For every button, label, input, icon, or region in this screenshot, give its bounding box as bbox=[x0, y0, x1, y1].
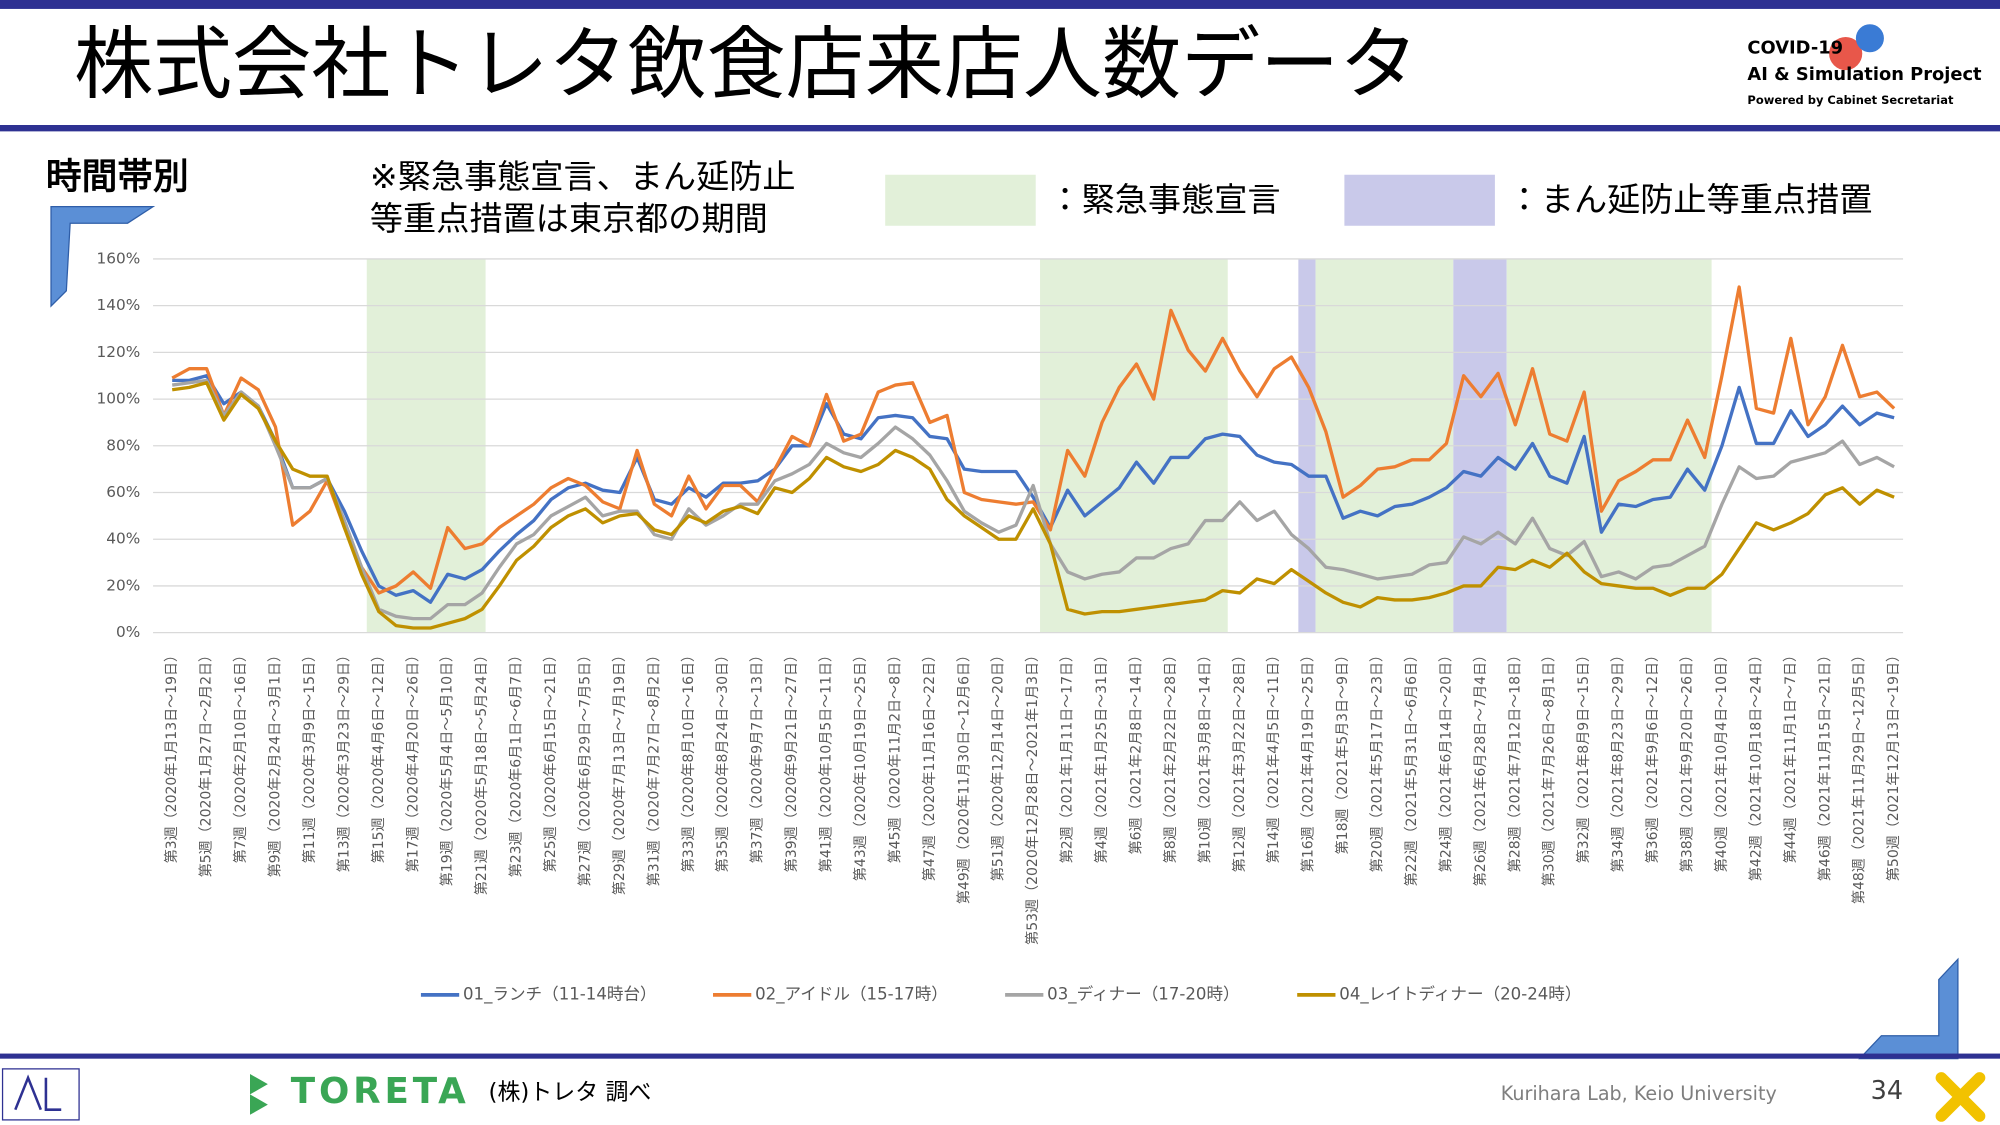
x-tick-label: 第23週（2020年6月1日～6月7日） bbox=[508, 648, 525, 877]
x-tick-label: 第43週（2020年10月19日～25日） bbox=[852, 648, 869, 881]
toreta-icon bbox=[250, 1073, 268, 1115]
corner-deco bbox=[1858, 957, 1959, 1060]
logo-text: AI & Simulation Project bbox=[1747, 64, 1982, 85]
x-tick-label: 第17週（2020年4月20日～26日） bbox=[404, 648, 421, 872]
logo-dot bbox=[1829, 36, 1863, 71]
x-tick-label: 第34週（2021年8月23日～29日） bbox=[1610, 648, 1627, 872]
page-number: 34 bbox=[1871, 1076, 1903, 1106]
x-tick-label: 第37週（2020年9月7日～13日） bbox=[749, 648, 766, 863]
chart: 0% 20% 40% 60% 80% 100% 120% 140% 160% 第3週（2020年1… bbox=[97, 249, 1904, 1004]
x-tick-label: 第32週（2021年8月9日～15日） bbox=[1575, 648, 1592, 863]
x-tick-label: 第15週（2020年4月6日～12日） bbox=[370, 648, 387, 863]
x-tick-label: 第33週（2020年8月10日～16日） bbox=[680, 648, 697, 872]
band-legend-label: ：緊急事態宣言 bbox=[1048, 180, 1280, 219]
source: (株)トレタ 調べ bbox=[489, 1080, 652, 1106]
logo-text: COVID-19 bbox=[1747, 37, 1843, 58]
x-tick-label: 第30週（2021年7月26日～8月1日） bbox=[1541, 648, 1558, 886]
x-tick-label: 第49週（2020年11月30日～12月6日） bbox=[955, 648, 972, 904]
x-tick-label: 第19週（2020年5月4日～5月10日） bbox=[439, 648, 456, 886]
series-line bbox=[172, 374, 1895, 604]
x-tick-label: 第51週（2020年12月14日～20日） bbox=[990, 648, 1007, 881]
note: 等重点措置は東京都の期間 bbox=[370, 199, 768, 238]
x-tick-label: 第6週（2021年2月8日～14日） bbox=[1127, 648, 1144, 854]
x-icon bbox=[1935, 1072, 1986, 1122]
x-tick-label: 第16週（2021年4月19日～25日） bbox=[1300, 648, 1317, 872]
x-tick-label: 第20週（2021年5月17日～23日） bbox=[1369, 648, 1386, 872]
x-tick-label: 第40週（2021年10月4日～10日） bbox=[1713, 648, 1730, 872]
band-legend-label: ：まん延防止等重点措置 bbox=[1508, 180, 1873, 219]
x-tick-label: 第10週（2021年3月8日～14日） bbox=[1196, 648, 1213, 863]
x-tick-label: 第12週（2021年3月22日～28日） bbox=[1231, 648, 1248, 872]
legend-label: 02_アイドル（15-17時） bbox=[755, 984, 948, 1004]
footer-rule bbox=[0, 1053, 2000, 1059]
title-rule bbox=[0, 125, 2000, 132]
x-tick-label: 第3週（2020年1月13日～19日） bbox=[163, 648, 180, 863]
legend-label: 03_ディナー（17-20時） bbox=[1047, 983, 1239, 1004]
footer-icon bbox=[14, 1074, 62, 1111]
subtitle: 時間帯別 bbox=[46, 157, 189, 198]
x-tick-label: 第38週（2021年9月20日～26日） bbox=[1679, 648, 1696, 872]
y-tick-label: 20% bbox=[106, 576, 140, 594]
x-tick-label: 第41週（2020年10月5日～11日） bbox=[818, 648, 835, 872]
x-tick-label: 第39週（2020年9月21日～27日） bbox=[783, 648, 800, 872]
x-tick-label: 第42週（2021年10月18日～24日） bbox=[1747, 648, 1764, 881]
x-tick-label: 第9週（2020年2月24日～3月1日） bbox=[267, 648, 284, 877]
x-tick-label: 第44週（2021年11月1日～7日） bbox=[1782, 648, 1799, 863]
note: ※緊急事態宣言、まん延防止 bbox=[370, 157, 796, 196]
band-legend-swatch bbox=[1344, 174, 1495, 226]
x-tick-label: 第18週（2021年5月3日～9日） bbox=[1334, 648, 1351, 854]
x-tick-label: 第8週（2021年2月22日～28日） bbox=[1162, 648, 1179, 863]
x-tick-label: 第4週（2021年1月25日～31日） bbox=[1093, 648, 1110, 863]
x-tick-label: 第24週（2021年6月14日～20日） bbox=[1437, 648, 1454, 872]
y-tick-label: 60% bbox=[106, 483, 140, 501]
x-tick-label: 第31週（2020年7月27日～8月2日） bbox=[645, 648, 662, 886]
y-tick-label: 80% bbox=[106, 436, 140, 454]
y-tick-label: 100% bbox=[97, 390, 141, 408]
series-line bbox=[171, 285, 1896, 595]
x-tick-label: 第36週（2021年9月6日～12日） bbox=[1644, 648, 1661, 863]
x-tick-label: 第25週（2020年6月15日～21日） bbox=[542, 648, 559, 872]
x-tick-label: 第47週（2020年11月16日～22日） bbox=[921, 648, 938, 881]
legend-label: 01_ランチ（11-14時台） bbox=[463, 984, 657, 1004]
x-tick-label: 第13週（2020年3月23日～29日） bbox=[335, 648, 352, 872]
x-tick-label: 第27週（2020年6月29日～7月5日） bbox=[576, 648, 593, 886]
y-tick-label: 160% bbox=[97, 249, 141, 267]
y-tick-label: 40% bbox=[106, 530, 140, 548]
x-tick-label: 第53週（2020年12月28日～2021年1月3日） bbox=[1024, 648, 1041, 945]
x-tick-label: 第45週（2020年11月2日～8日） bbox=[886, 648, 903, 863]
footer-icon bbox=[1, 1068, 80, 1121]
corner-deco bbox=[50, 205, 156, 308]
series-line bbox=[171, 378, 1895, 621]
lab: Kurihara Lab, Keio University bbox=[1501, 1082, 1777, 1105]
x-tick-label: 第48週（2021年11月29日～12月5日） bbox=[1851, 648, 1868, 904]
x-tick-label: 第11週（2020年3月9日～15日） bbox=[301, 648, 318, 863]
logo-text: Powered by Cabinet Secretariat bbox=[1747, 93, 1954, 107]
x-tick-label: 第26週（2021年6月28日～7月4日） bbox=[1472, 648, 1489, 886]
logo-dot bbox=[1855, 24, 1884, 53]
x-tick-label: 第5週（2020年1月27日～2月2日） bbox=[198, 648, 215, 877]
title: 株式会社トレタ飲食店来店人数データ bbox=[74, 19, 1418, 111]
x-tick-label: 第21週（2020年5月18日～5月24日） bbox=[473, 648, 490, 895]
x-tick-label: 第46週（2021年11月15日～21日） bbox=[1816, 648, 1833, 881]
x-tick-label: 第28週（2021年7月12日～18日） bbox=[1506, 648, 1523, 872]
x-tick-label: 第29週（2020年7月13日～7月19日） bbox=[611, 648, 628, 895]
brand: TORETA bbox=[291, 1071, 470, 1112]
x-tick-label: 第2週（2021年1月11日～17日） bbox=[1059, 648, 1076, 863]
top-bar bbox=[0, 0, 2000, 9]
series-line bbox=[171, 381, 1895, 630]
x-labels: 第3週（2020年1月13日～19日） 第5週（2020年1月27日～2月2日） 第… bbox=[163, 648, 1902, 945]
y-tick-label: 140% bbox=[97, 296, 141, 314]
x-tick-label: 第7週（2020年2月10日～16日） bbox=[232, 648, 249, 863]
x-tick-label: 第22週（2021年5月31日～6月6日） bbox=[1403, 648, 1420, 886]
x-tick-label: 第50週（2021年12月13日～19日） bbox=[1885, 648, 1902, 881]
band-legend-swatch bbox=[885, 174, 1036, 226]
legend-label: 04_レイトディナー（20-24時） bbox=[1339, 983, 1581, 1004]
y-tick-label: 120% bbox=[97, 343, 141, 361]
y-tick-label: 0% bbox=[116, 623, 140, 641]
x-tick-label: 第35週（2020年8月24日～30日） bbox=[714, 648, 731, 872]
x-tick-label: 第14週（2021年4月5日～11日） bbox=[1265, 648, 1282, 863]
